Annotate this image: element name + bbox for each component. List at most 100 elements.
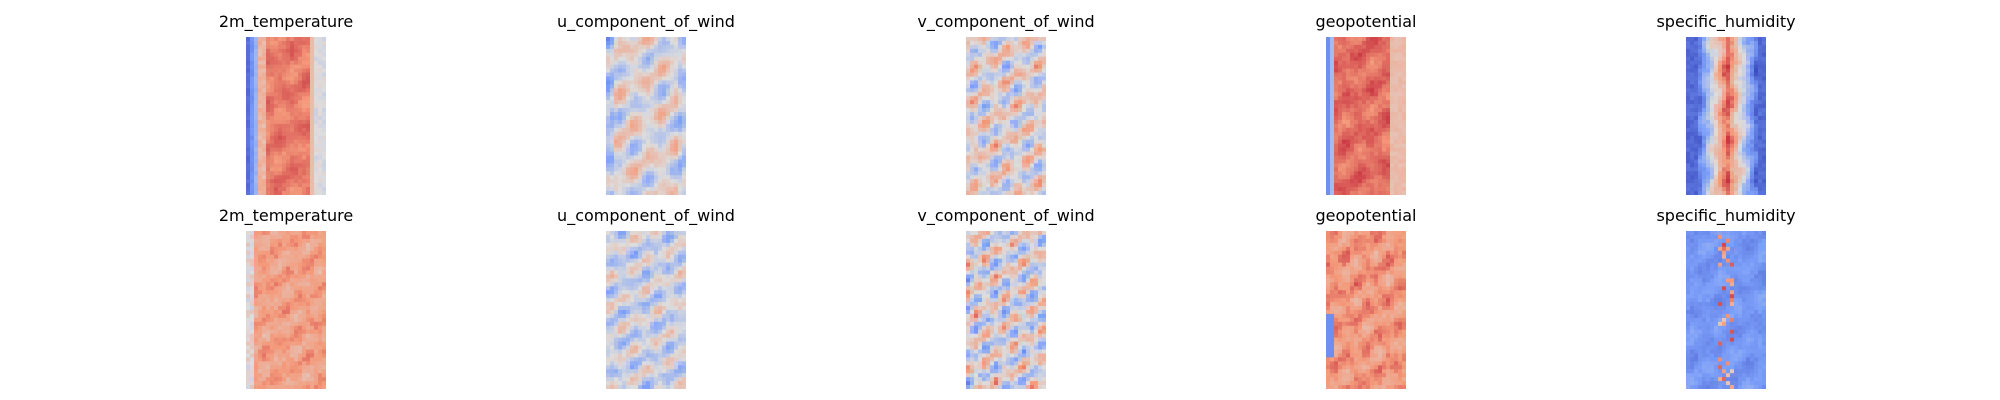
heatmap-cell [1006, 131, 1011, 137]
heatmap-cell [1742, 48, 1747, 54]
heatmap-cell [1402, 64, 1406, 69]
heatmap-cell [618, 250, 623, 256]
heatmap-cell [606, 68, 611, 73]
heatmap-cell [286, 373, 291, 378]
heatmap-cell [314, 56, 319, 62]
heatmap-cell [622, 64, 627, 69]
heatmap-cell [246, 171, 251, 176]
heatmap-cell [266, 250, 271, 256]
heatmap-cell [618, 37, 623, 42]
heatmap-cell [1686, 179, 1691, 184]
heatmap-cell [314, 80, 319, 85]
heatmap-cell [1342, 139, 1347, 145]
heatmap-cell [278, 44, 283, 50]
heatmap-cell [1342, 171, 1347, 176]
heatmap-cell [1346, 135, 1351, 141]
heatmap-cell [666, 72, 671, 77]
heatmap-cell [682, 191, 686, 195]
heatmap-cell [1018, 116, 1023, 121]
heatmap-cell [1690, 139, 1695, 145]
heatmap-cell [1382, 171, 1387, 176]
heatmap-cell [998, 175, 1003, 180]
heatmap-cell [1702, 37, 1707, 42]
heatmap-cell [654, 100, 659, 105]
heatmap-cell [1706, 143, 1711, 148]
heatmap-cell [634, 143, 639, 148]
heatmap-cell [642, 68, 647, 73]
heatmap-cell [318, 127, 323, 133]
heatmap-cell [298, 333, 303, 339]
heatmap-cell [1390, 108, 1395, 113]
heatmap-cell [246, 353, 251, 358]
heatmap-cell [306, 108, 311, 113]
heatmap-cell [990, 139, 995, 145]
heatmap-cell [666, 127, 671, 133]
heatmap-cell [626, 135, 631, 141]
heatmap-cell [1386, 155, 1391, 160]
heatmap-cell [1350, 179, 1355, 184]
heatmap-cell [1394, 52, 1399, 58]
heatmap-cell [1730, 84, 1735, 89]
heatmap-cell [254, 341, 259, 346]
heatmap-cell [654, 258, 659, 263]
heatmap-cell [1754, 88, 1759, 93]
heatmap-cell [1738, 151, 1743, 156]
heatmap-cell [1394, 179, 1399, 184]
heatmap-cell [250, 92, 255, 97]
heatmap-cell [970, 187, 975, 192]
heatmap-cell [290, 40, 295, 46]
heatmap-cell [274, 381, 279, 386]
heatmap-cell [638, 64, 643, 69]
heatmap-cell [294, 373, 299, 378]
heatmap-cell [290, 112, 295, 117]
heatmap-cell [246, 44, 251, 50]
heatmap-cell [630, 68, 635, 73]
heatmap-cell [1758, 112, 1763, 117]
heatmap-cell [294, 116, 299, 121]
heatmap-cell [646, 187, 651, 192]
heatmap-cell [650, 116, 655, 121]
heatmap-cell [314, 310, 319, 315]
heatmap-cell [278, 357, 283, 362]
heatmap-cell [970, 179, 975, 184]
heatmap-cell [1746, 163, 1751, 168]
heatmap-cell [282, 100, 287, 105]
heatmap-cell [1386, 84, 1391, 89]
heatmap-cell [1378, 88, 1383, 93]
heatmap-cell [306, 80, 311, 85]
heatmap-cell [258, 321, 263, 327]
heatmap-cell [1746, 60, 1751, 66]
heatmap-cell [1750, 40, 1755, 46]
heatmap-cell [1374, 76, 1379, 81]
heatmap-cell [630, 56, 635, 62]
heatmap-cell [626, 231, 631, 236]
heatmap-cell [1350, 139, 1355, 145]
heatmap-cell [1002, 96, 1007, 101]
heatmap-cell [266, 72, 271, 77]
heatmap-cell [298, 175, 303, 180]
heatmap-cell [1734, 96, 1739, 101]
heatmap-cell [1730, 100, 1735, 105]
heatmap-cell [246, 151, 251, 156]
heatmap-cell [670, 238, 675, 244]
heatmap-cell [990, 88, 995, 93]
heatmap-cell [1374, 135, 1379, 141]
heatmap-cell [1354, 100, 1359, 105]
heatmap-cell [302, 313, 307, 319]
heatmap-cell [262, 52, 267, 58]
heatmap-cell [274, 44, 279, 50]
heatmap-cell [974, 76, 979, 81]
heatmap-cell [254, 313, 259, 319]
heatmap-cell [1002, 127, 1007, 133]
heatmap-cell [322, 313, 326, 319]
heatmap-cell [1746, 151, 1751, 156]
heatmap-cell [1686, 100, 1691, 105]
heatmap-cell [1386, 131, 1391, 137]
heatmap-cell [982, 37, 987, 42]
heatmap-cell [1754, 40, 1759, 46]
heatmap-cell [322, 337, 326, 342]
heatmap-cell [1334, 187, 1339, 192]
heatmap-cell [1346, 68, 1351, 73]
heatmap-cell [1030, 183, 1035, 188]
heatmap-cell [1714, 92, 1719, 97]
